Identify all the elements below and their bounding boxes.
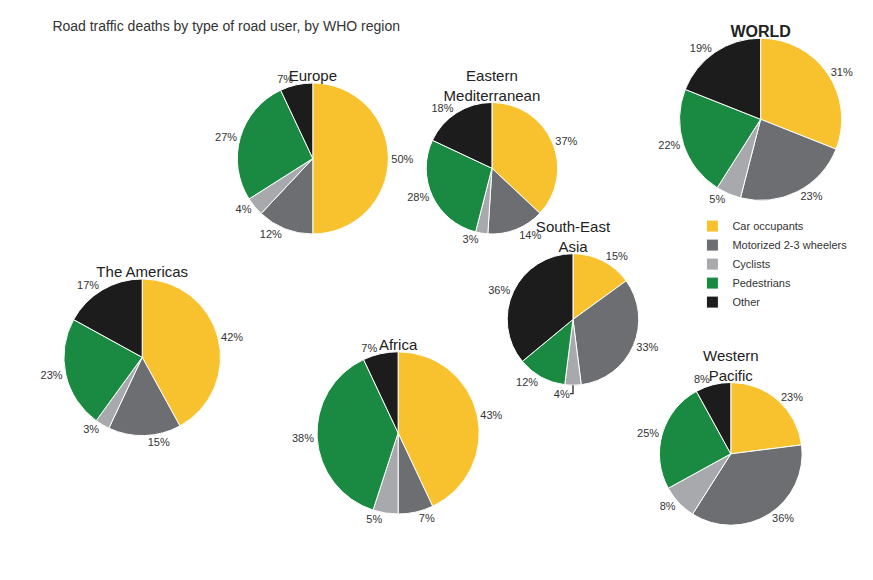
svg-text:23%: 23%	[41, 369, 63, 381]
svg-text:31%: 31%	[831, 66, 853, 78]
svg-text:4%: 4%	[236, 203, 252, 215]
svg-text:8%: 8%	[694, 373, 710, 385]
svg-text:43%: 43%	[480, 409, 502, 421]
svg-text:19%: 19%	[690, 42, 712, 54]
svg-text:23%: 23%	[781, 391, 803, 403]
svg-text:Car occupants: Car occupants	[732, 220, 803, 232]
svg-text:Europe: Europe	[289, 67, 337, 84]
svg-text:37%: 37%	[555, 135, 577, 147]
svg-text:50%: 50%	[391, 153, 413, 165]
svg-text:The Americas: The Americas	[96, 263, 188, 280]
svg-text:7%: 7%	[277, 73, 293, 85]
svg-text:8%: 8%	[660, 500, 676, 512]
svg-text:WORLD: WORLD	[730, 23, 790, 40]
svg-text:27%: 27%	[215, 131, 237, 143]
svg-text:Motorized 2-3 wheelers: Motorized 2-3 wheelers	[732, 239, 847, 251]
svg-text:18%: 18%	[431, 102, 453, 114]
svg-text:12%: 12%	[516, 376, 538, 388]
svg-text:3%: 3%	[463, 233, 479, 245]
svg-text:15%: 15%	[606, 250, 628, 262]
svg-text:42%: 42%	[221, 331, 243, 343]
svg-text:Other: Other	[732, 296, 760, 308]
svg-text:12%: 12%	[260, 228, 282, 240]
svg-text:28%: 28%	[407, 191, 429, 203]
svg-text:Pedestrians: Pedestrians	[732, 277, 791, 289]
svg-text:WesternPacific: WesternPacific	[703, 347, 759, 384]
svg-text:South-EastAsia: South-EastAsia	[536, 218, 611, 255]
svg-text:23%: 23%	[800, 190, 822, 202]
svg-text:7%: 7%	[361, 342, 377, 354]
svg-text:7%: 7%	[419, 512, 435, 524]
svg-text:22%: 22%	[658, 139, 680, 151]
svg-text:5%: 5%	[709, 193, 725, 205]
svg-text:36%: 36%	[488, 284, 510, 296]
svg-text:Africa: Africa	[379, 336, 418, 353]
svg-text:38%: 38%	[292, 432, 314, 444]
svg-text:4%: 4%	[554, 388, 570, 400]
svg-text:33%: 33%	[636, 341, 658, 353]
svg-text:EasternMediterranean: EasternMediterranean	[444, 67, 541, 104]
svg-text:Road traffic deaths by type of: Road traffic deaths by type of road user…	[52, 18, 400, 34]
svg-text:3%: 3%	[83, 423, 99, 435]
svg-text:36%: 36%	[772, 512, 794, 524]
svg-text:15%: 15%	[148, 436, 170, 448]
svg-text:25%: 25%	[637, 427, 659, 439]
svg-text:17%: 17%	[77, 279, 99, 291]
svg-text:5%: 5%	[366, 513, 382, 525]
svg-text:Cyclists: Cyclists	[732, 258, 770, 270]
svg-text:14%: 14%	[519, 229, 541, 241]
